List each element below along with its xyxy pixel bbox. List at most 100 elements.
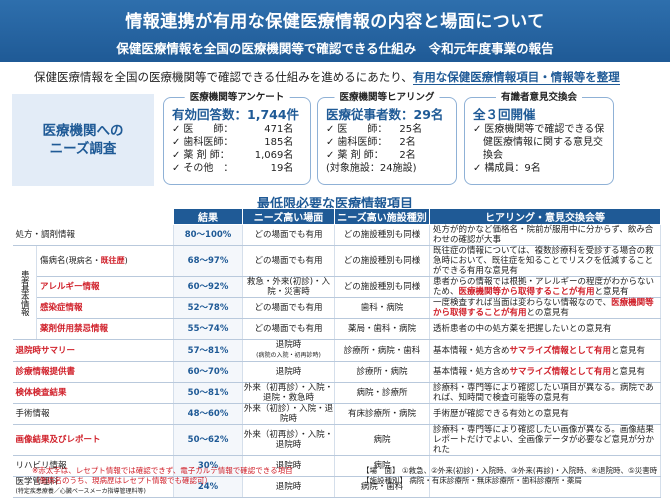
facility-value: どの施設種別も同様 [334,224,430,246]
list-item: (対象施設：24施設) [326,163,417,174]
list-item: 構成員：9名 [473,162,605,175]
result-value: 50〜81% [173,382,243,404]
facility-value: 歯科・病院 [334,297,430,319]
facility-value: 診療所・病院・歯科 [334,339,430,362]
table-row: リハビリ情報 30% 退院時 病院 [12,455,661,477]
header-opinions: ヒアリング・意見交換会等 [429,208,661,225]
table-row: 処方・調剤情報 80〜100% どの場面でも有用 どの施設種別も同様 処方が的かなど価格… [12,224,661,246]
scene-value: どの場面でも有用 [242,224,335,246]
list-item: 医 師：25名 [326,123,448,136]
row-label: 診療情報提供書 [12,361,174,383]
title-banner: 情報連携が有用な保健医療情報の内容と場面について 保健医療情報を全国の医療機関等… [0,0,670,62]
hearing-list: 医 師：25名 歯科医師：2名 薬 剤 師：2名 (対象施設：24施設) [326,123,448,175]
header-facility: ニーズ高い施設種別 [334,208,430,225]
opinion-value: 手術歴が確認できる有効との意見有 [429,403,661,425]
result-value: 52〜78% [173,297,243,319]
opinion-value: 透析患者の中の処方薬を把握したいとの意見有 [429,318,661,340]
result-value: 24% [173,476,243,498]
footnote-right: 【場 面】 ①救急、②外来(初診)・入院時、③外来(再診)・入院時、④退院時、⑤… [362,466,658,485]
opinion-value: 基本情報・処方含めサマライズ情報として有用と意見有 [429,361,661,383]
opinion-value: 基本情報・処方含めサマライズ情報として有用と意見有 [429,339,661,362]
row-label: 画像結果及びレポート [12,424,174,456]
intro-text: 保健医療情報を全国の医療機関等で確認できる仕組みを進めるにあたり、有用な保健医療… [34,69,620,85]
scene-value: 退院時 [242,361,335,383]
facility-value: どの施設種別も同様 [334,245,430,277]
page-subtitle: 保健医療情報を全国の医療機関等で確認できる仕組み 令和元年度事業の報告 [116,41,554,56]
table-row: 患者基本情報 傷病名(現病名・既往歴) 68〜97% どの場面でも有用 どの施設種別も同… [12,245,661,340]
list-item: その他 ：19名 [172,162,302,175]
opinion-value: 既往症の情報については、複数診療科を受診する場合の救急時において、既往症を知るこ… [429,245,661,277]
table-row: 薬剤併用禁忌情報 55〜74% どの場面でも有用 薬局・歯科・病院 透析患者の中の処方薬… [13,318,661,340]
scene-value: 外来（初再診）・入院・退院・救急時 [242,382,335,404]
scene-value: 外来（初再診）・入院・退院時 [242,424,335,456]
page-title: 情報連携が有用な保健医療情報の内容と場面について [125,12,545,32]
opinion-value: 患者からの情報では根拠・アレルギーの程度がわからないため、医療機関等から取得する… [429,276,661,298]
list-item: 薬 剤 師：1,069名 [172,149,302,162]
result-value: 30% [173,455,243,477]
list-item: 医療機関等で確認できる保健医療情報に関する意見交換会 [473,123,605,162]
result-value: 57〜81% [173,339,243,362]
scene-value: どの場面でも有用 [242,245,335,277]
list-item: 薬 剤 師：2名 [326,149,448,162]
survey-count: 有効回答数：1,744件 [172,107,300,122]
info-items-table: 結果 ニーズ高い場面 ニーズ高い施設種別 ヒアリング・意見交換会等 処方・調剤情… [12,208,661,498]
intro-body: 保健医療情報を全国の医療機関等で確認できる仕組みを進めるにあたり、 [34,70,413,84]
hearing-box: 医療機関等ヒアリング 医療従事者数：29名 医 師：25名 歯科医師：2名 薬 … [317,91,457,185]
result-value: 60〜92% [173,276,243,298]
table-row: 診療情報提供書 60〜70% 退院時 診療所・病院 基本情報・処方含めサマライズ情報とし… [12,361,661,383]
opinion-value: 一度検査すれば当面は変わらない情報なので、医療機関等から取得することが有用との意… [429,297,661,319]
table-row: 退院時サマリー 57〜81% 退院時 (病院の入院・初再診時) 診療所・病院・歯科 基本情… [12,339,661,362]
header-blank [12,208,174,225]
row-label: 薬剤併用禁忌情報 [36,318,174,340]
row-label: 退院時サマリー [12,339,174,362]
footnote-left: ※赤太字は、レセプト情報では確認できず、電子カルテ情報で確認できる項目 （傷病名… [32,466,293,485]
list-item: 歯科医師：185名 [172,136,302,149]
row-label: 検体検査結果 [12,382,174,404]
result-value: 55〜74% [173,318,243,340]
facility-value: 病院 [334,424,430,456]
row-label: 医学管理料 (特定疾患療養／心臓ペースメーカ指導管理料等) [12,476,174,498]
survey-list: 医 師：471名 歯科医師：185名 薬 剤 師：1,069名 その他 ：19名 [172,123,302,175]
hearing-count: 医療従事者数：29名 [326,107,444,122]
survey-box: 医療機関等アンケート 有効回答数：1,744件 医 師：471名 歯科医師：18… [163,91,311,185]
scene-value: 救急・外来(初診)・入院・災害時 [242,276,335,298]
opinion-value: 診療科・専門等により確認したい項目が異なる。病院であれば、知時間で検査可能等の意… [429,382,661,404]
table-row: 感染症情報 52〜78% どの場面でも有用 歯科・病院 一度検査すれば当面は変わらない情… [13,297,661,319]
table-row: 画像結果及びレポート 50〜62% 外来（初再診）・入院・退院時 病院 診療科・専門等に… [12,424,661,456]
table-row: 検体検査結果 50〜81% 外来（初再診）・入院・退院・救急時 病院・診療所 診療科・専… [12,382,661,404]
expert-box: 有識者意見交換会 全３回開催 医療機関等で確認できる保健医療情報に関する意見交換… [464,91,614,185]
scene-value: 退院時 [242,476,335,498]
opinion-value [429,476,661,498]
expert-count: 全３回開催 [473,107,536,122]
survey-head: 医療機関等アンケート [184,91,290,104]
row-label: 手術情報 [12,403,174,425]
scene-value: どの場面でも有用 [242,318,335,340]
result-value: 68〜97% [173,245,243,277]
result-value: 60〜70% [173,361,243,383]
expert-head: 有識者意見交換会 [495,91,583,104]
intro-highlight: 有用な保健医療情報項目・情報等を整理 [412,70,620,85]
result-value: 48〜60% [173,403,243,425]
row-label: アレルギー情報 [36,276,174,298]
facility-value: 病院・歯科 [334,476,430,498]
group-label: 患者基本情報 [12,245,37,340]
row-label: 傷病名(現病名・既往歴) [36,245,174,277]
scene-value: 退院時 (病院の入院・初再診時) [242,339,335,362]
needs-survey-label-text: 医療機関への ニーズ調査 [42,122,124,157]
list-item: 医 師：471名 [172,123,302,136]
opinion-value: 処方が的かなど価格名・院前が服用中に分からず、飲み合わせの確認が大事 [429,224,661,246]
opinion-value [429,455,661,477]
facility-value: 病院・診療所 [334,382,430,404]
row-label: 処方・調剤情報 [12,224,174,246]
table-row: アレルギー情報 60〜92% 救急・外来(初診)・入院・災害時 どの施設種別も同様 患者… [13,276,661,298]
list-item: 歯科医師：2名 [326,136,448,149]
facility-value: 薬局・歯科・病院 [334,318,430,340]
scene-value: 退院時 [242,455,335,477]
needs-survey-label: 医療機関への ニーズ調査 [12,94,154,186]
scene-value: 外来（初診）・入院・退院時 [242,403,335,425]
table-row: 手術情報 48〜60% 外来（初診）・入院・退院時 有床診療所・病院 手術歴が確認できる… [12,403,661,425]
opinion-value: 診療科・専門等により確認したい画像が異なる。画像結果レポートだけでよい、全画像デ… [429,424,661,456]
row-label: 感染症情報 [36,297,174,319]
facility-value: どの施設種別も同様 [334,276,430,298]
result-value: 80〜100% [173,224,243,246]
